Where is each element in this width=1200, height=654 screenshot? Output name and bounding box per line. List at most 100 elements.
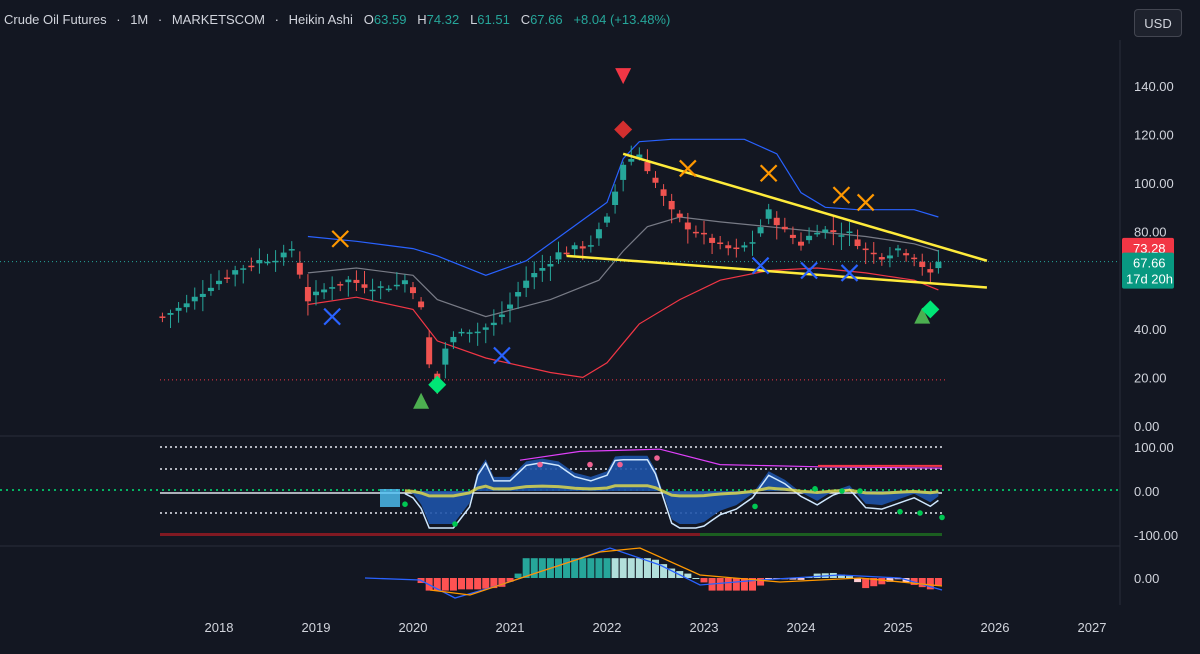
macd-histogram-bar	[571, 558, 579, 578]
candles-group	[159, 145, 942, 395]
countdown-label: 17d 20h	[1126, 272, 1173, 287]
time-tick-label: 2023	[690, 620, 719, 635]
macd-histogram-bar	[458, 578, 465, 590]
upper-price-label: 73.28	[1133, 241, 1166, 256]
macd-histogram-bar	[449, 578, 457, 591]
macd-histogram-bar	[700, 578, 708, 583]
chart-style-label: Heikin Ashi	[288, 12, 353, 27]
candle-body	[369, 289, 376, 292]
candle-body	[563, 252, 570, 255]
macd-histogram-bar	[765, 578, 773, 579]
candle-body	[636, 154, 643, 158]
candle-body	[725, 245, 732, 249]
open-label: O	[363, 12, 374, 27]
candle-body	[442, 348, 449, 365]
source-label: MARKETSCOM	[171, 12, 266, 27]
candle-body	[749, 242, 756, 244]
candle-body	[903, 253, 910, 256]
candle-body	[555, 252, 562, 260]
buy-signal-diamond-icon	[428, 375, 447, 394]
trend-bar-bear	[160, 533, 700, 536]
orange-cross-marker-icon	[331, 230, 350, 248]
oscillator-dot	[857, 488, 863, 494]
oscillator-dot	[587, 461, 593, 468]
bollinger-lower-band	[307, 267, 939, 379]
candle-body	[264, 261, 271, 264]
blue-cross-marker-icon	[493, 346, 511, 365]
candle-body	[515, 292, 522, 297]
macd-histogram-bar	[789, 578, 797, 580]
macd-histogram-bar	[514, 573, 522, 578]
symbol-name: Crude Oil Futures	[4, 12, 107, 27]
candle-body	[757, 227, 764, 234]
candle-body	[175, 307, 182, 311]
wedge-trendline	[566, 254, 988, 289]
oscillator-dot	[654, 455, 660, 461]
time-tick-label: 2020	[399, 620, 428, 635]
macd-histogram-bar	[587, 558, 595, 578]
candle-body	[329, 287, 336, 289]
candle-body	[418, 301, 425, 308]
candle-body	[361, 284, 368, 288]
candle-body	[490, 322, 497, 326]
price-tick-label: 20.00	[1134, 370, 1167, 385]
candle-body	[296, 262, 303, 275]
candle-body	[393, 284, 400, 287]
candle-body	[401, 280, 408, 285]
macd-histogram-bar	[757, 578, 765, 586]
candle-body	[717, 242, 724, 244]
price-tick-label: 80.00	[1134, 225, 1167, 240]
candle-body	[167, 313, 174, 315]
macd-histogram-bar	[579, 558, 587, 578]
candle-body	[288, 249, 295, 251]
candle-body	[870, 252, 877, 255]
candle-body	[531, 273, 538, 278]
macd-histogram-bar	[466, 578, 474, 590]
candle-body	[684, 222, 691, 230]
macd-histogram-bar	[652, 559, 659, 578]
macd-histogram-bar	[538, 558, 546, 578]
candle-body	[313, 291, 319, 296]
time-tick-label: 2026	[981, 620, 1010, 635]
candle-body	[895, 248, 901, 251]
interval-label: 1M	[130, 12, 149, 27]
candle-body	[450, 336, 457, 343]
currency-button[interactable]: USD	[1134, 9, 1182, 37]
candle-body	[652, 177, 659, 183]
candle-body	[571, 245, 578, 250]
candle-body	[620, 164, 627, 180]
macd-histogram-bar	[934, 578, 942, 586]
separator: ·	[274, 12, 279, 27]
price-tick-label: 140.00	[1134, 79, 1174, 94]
macd-histogram-bar	[926, 578, 934, 590]
candle-body	[781, 226, 788, 230]
macd-line	[364, 547, 943, 599]
macd-histogram-bar	[797, 578, 805, 580]
candle-body	[806, 235, 813, 241]
candle-body	[935, 261, 942, 269]
candle-body	[458, 331, 465, 334]
oscillator-dot	[537, 461, 543, 468]
orange-cross-marker-icon	[832, 186, 851, 204]
oscillator-magenta-line	[519, 448, 943, 469]
time-tick-label: 2022	[593, 620, 622, 635]
macd-signal-line	[429, 547, 943, 596]
symbol-legend: Crude Oil Futures · 1M · MARKETSCOM · He…	[4, 12, 670, 27]
candle-body	[878, 257, 885, 260]
macd-histogram-bar	[643, 558, 651, 578]
candle-body	[676, 213, 683, 218]
candle-body	[814, 232, 821, 235]
buy-signal-triangle-icon	[914, 307, 931, 324]
sell-signal-triangle-icon	[615, 68, 632, 85]
oscillator-area	[404, 455, 939, 524]
candle-body	[466, 332, 473, 334]
time-tick-label: 2027	[1078, 620, 1107, 635]
last-price-label: 67.66	[1133, 256, 1166, 271]
low-value: 61.51	[477, 12, 510, 27]
candle-body	[232, 270, 239, 275]
separator: ·	[116, 12, 121, 27]
candle-body	[385, 288, 392, 291]
high-label: H	[417, 12, 427, 27]
